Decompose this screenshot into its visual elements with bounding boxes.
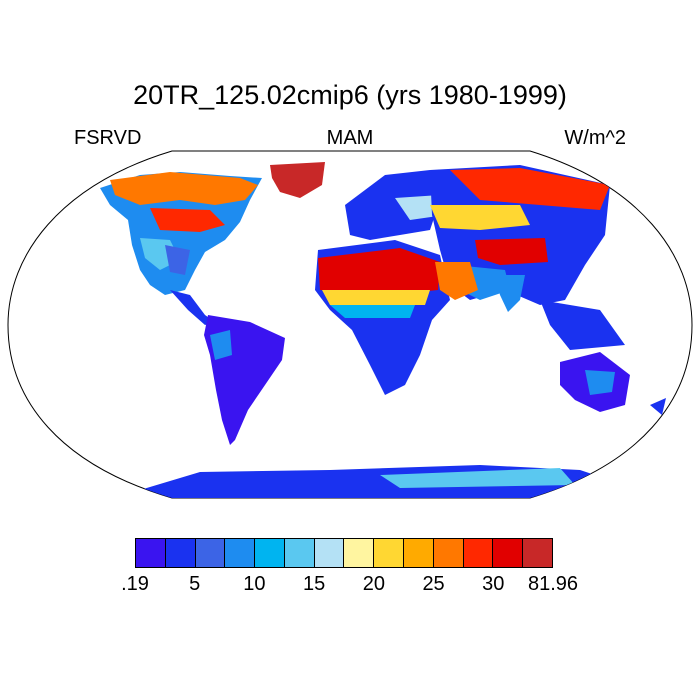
arabia (435, 262, 478, 300)
colorbar-label: 15 (303, 573, 326, 595)
colorbar-box (432, 538, 463, 568)
central-america (170, 290, 215, 325)
colorbar-box (254, 538, 284, 568)
europe (345, 170, 440, 240)
colorbar-label: 30 (482, 573, 505, 595)
colorbar-box (313, 538, 344, 568)
colorbar-box (522, 538, 553, 568)
plot-title: 20TR_125.02cmip6 (yrs 1980-1999) (133, 80, 567, 110)
colorbar-box (283, 538, 314, 568)
colorbar-box (373, 538, 404, 568)
colorbar-label: 20 (362, 573, 385, 595)
colorbar-box (224, 538, 255, 568)
india (495, 275, 525, 312)
colorbar-label: 81.96 (527, 573, 579, 595)
variable-label: FSRVD (74, 127, 142, 149)
colorbar-box (492, 538, 523, 568)
season-label: MAM (326, 127, 374, 149)
colorbar-box (194, 538, 225, 568)
colorbar-box (462, 538, 493, 568)
colorbar-label: .19 (121, 573, 149, 595)
units-label: W/m^2 (564, 127, 626, 149)
colorbar-box (403, 538, 433, 568)
colorbar-label: 5 (189, 573, 201, 595)
greenland (270, 162, 325, 198)
colorbar-box (343, 538, 374, 568)
colorbar-box (164, 538, 195, 568)
colorbar-box (135, 538, 165, 568)
colorbar-label: 25 (422, 573, 445, 595)
colorbar-label: 10 (243, 573, 266, 595)
colorbar (135, 538, 553, 568)
